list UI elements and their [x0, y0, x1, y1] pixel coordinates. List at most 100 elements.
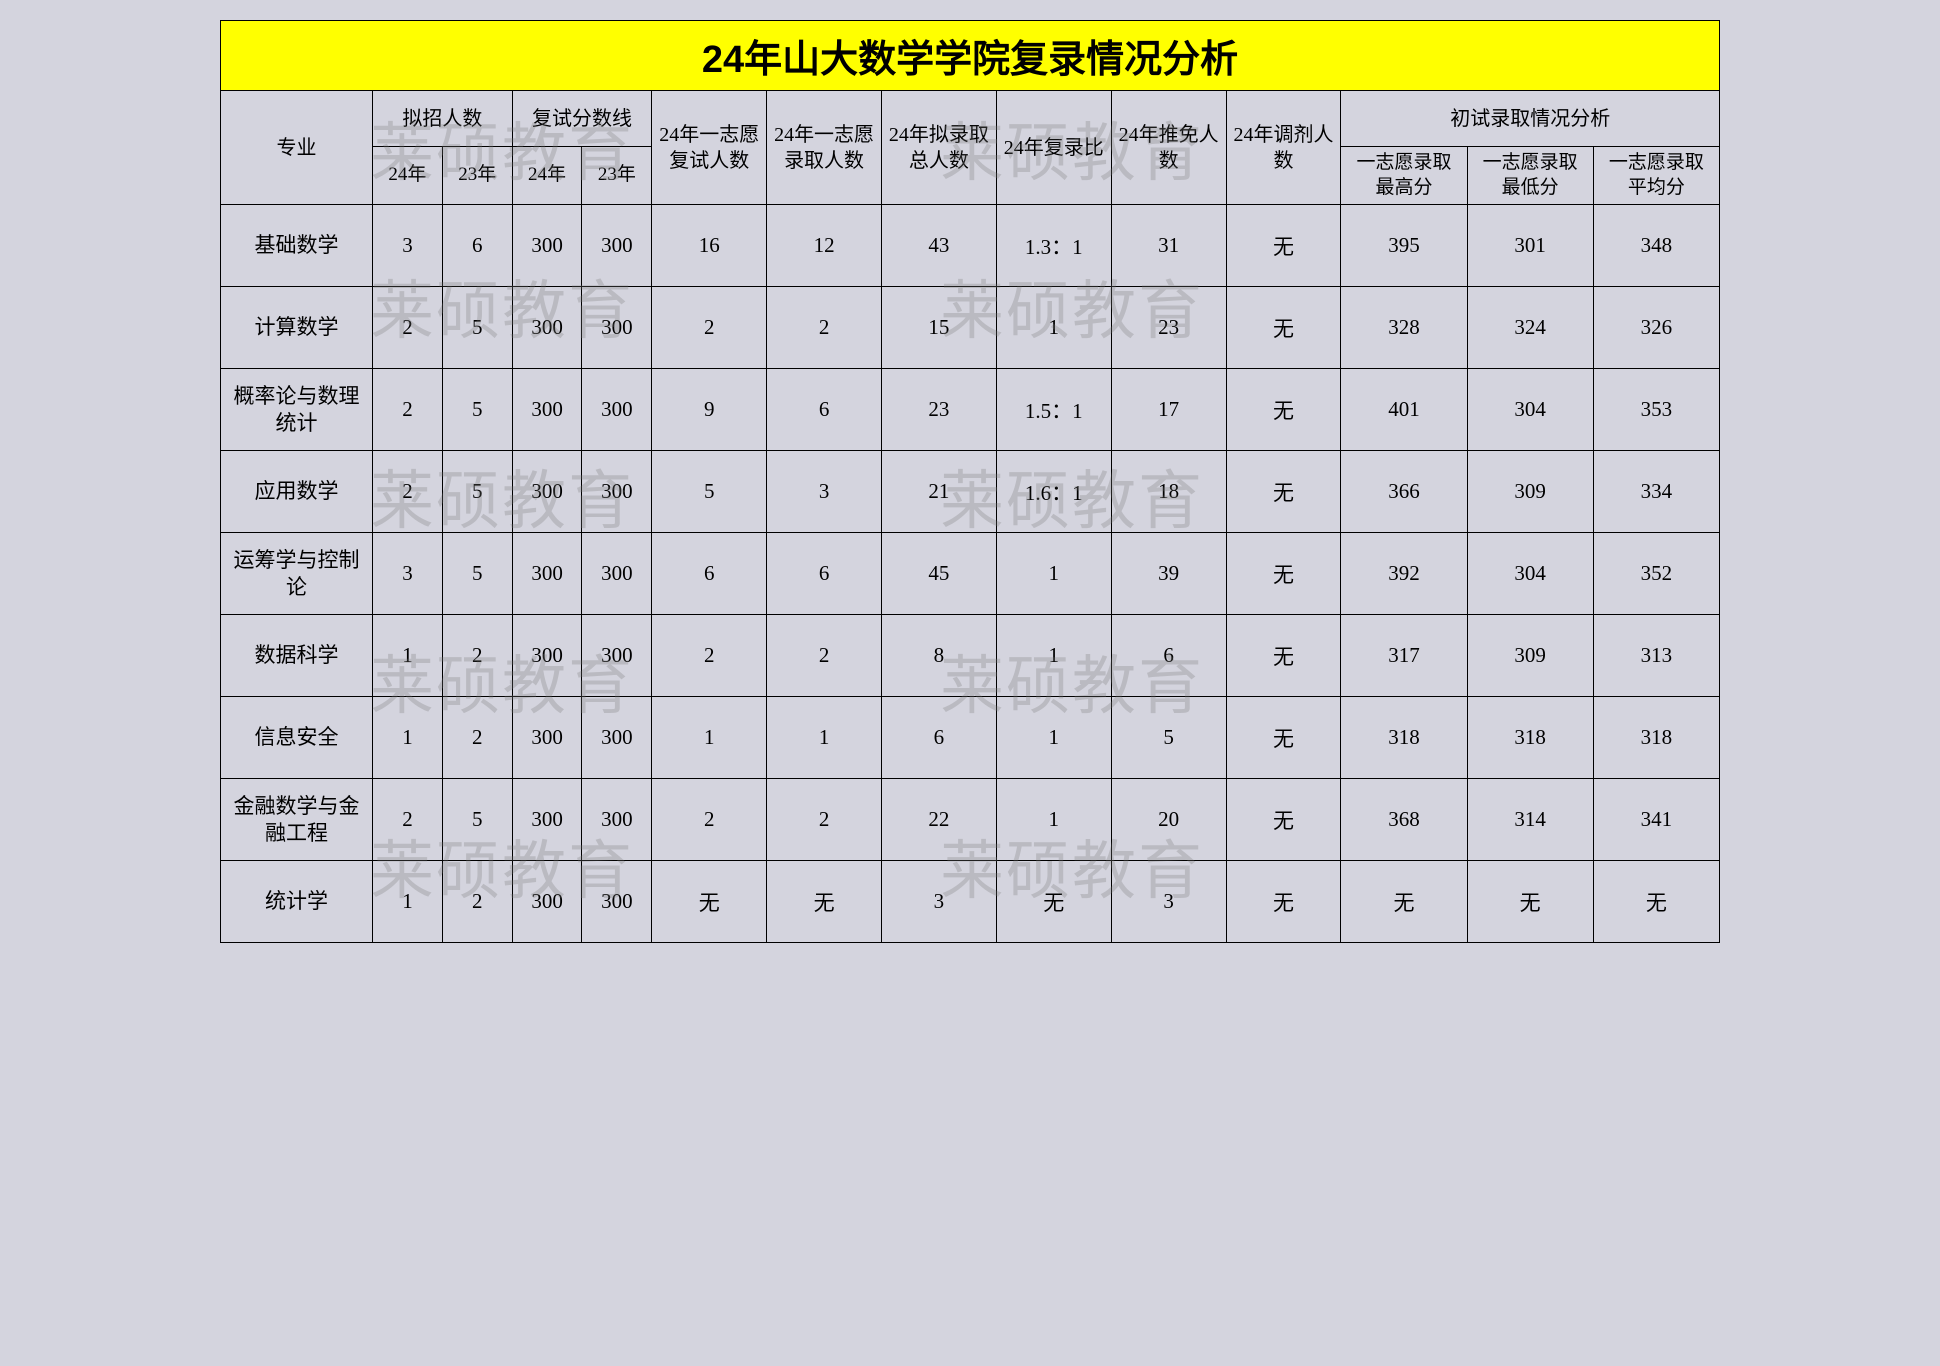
- cell-retest: 2: [652, 287, 767, 369]
- cell-max: 401: [1341, 369, 1467, 451]
- cell-p24: 2: [373, 451, 443, 533]
- cell-admit: 3: [767, 451, 882, 533]
- cell-trans: 无: [1226, 451, 1341, 533]
- cell-c24: 300: [512, 779, 582, 861]
- cell-rec: 5: [1111, 697, 1226, 779]
- cell-avg: 313: [1593, 615, 1719, 697]
- cell-c24: 300: [512, 615, 582, 697]
- hdr-major: 专业: [221, 91, 373, 205]
- cell-c23: 300: [582, 451, 652, 533]
- cell-avg: 334: [1593, 451, 1719, 533]
- hdr-recommend: 24年推免人数: [1111, 91, 1226, 205]
- cell-c23: 300: [582, 533, 652, 615]
- cell-major: 信息安全: [221, 697, 373, 779]
- cell-c24: 300: [512, 369, 582, 451]
- table-row: 应用数学2530030053211.6：118无366309334: [221, 451, 1720, 533]
- cell-p24: 2: [373, 369, 443, 451]
- cell-min: 301: [1467, 205, 1593, 287]
- cell-p23: 2: [442, 697, 512, 779]
- cell-avg: 348: [1593, 205, 1719, 287]
- cell-trans: 无: [1226, 369, 1341, 451]
- hdr-min: 一志愿录取 最低分: [1467, 147, 1593, 205]
- cell-p24: 1: [373, 615, 443, 697]
- cell-major: 运筹学与控制论: [221, 533, 373, 615]
- cell-max: 366: [1341, 451, 1467, 533]
- cell-ratio: 1: [996, 287, 1111, 369]
- cell-admit: 2: [767, 615, 882, 697]
- cell-ratio: 1: [996, 615, 1111, 697]
- cell-ratio: 1.6：1: [996, 451, 1111, 533]
- cell-admit: 2: [767, 779, 882, 861]
- cell-c24: 300: [512, 287, 582, 369]
- cell-admit: 无: [767, 861, 882, 943]
- cell-c23: 300: [582, 287, 652, 369]
- table-row: 计算数学253003002215123无328324326: [221, 287, 1720, 369]
- cell-p23: 6: [442, 205, 512, 287]
- cell-c23: 300: [582, 369, 652, 451]
- cell-p23: 5: [442, 369, 512, 451]
- hdr-transfer: 24年调剂人数: [1226, 91, 1341, 205]
- cell-c23: 300: [582, 861, 652, 943]
- cell-trans: 无: [1226, 615, 1341, 697]
- hdr-cutoff: 复试分数线: [512, 91, 652, 147]
- cell-max: 318: [1341, 697, 1467, 779]
- cell-major: 概率论与数理统计: [221, 369, 373, 451]
- cell-min: 304: [1467, 533, 1593, 615]
- cell-min: 324: [1467, 287, 1593, 369]
- cell-trans: 无: [1226, 205, 1341, 287]
- cell-trans: 无: [1226, 287, 1341, 369]
- cell-admit: 12: [767, 205, 882, 287]
- cell-avg: 318: [1593, 697, 1719, 779]
- hdr-plan-23: 23年: [442, 147, 512, 205]
- cell-c23: 300: [582, 779, 652, 861]
- cell-max: 395: [1341, 205, 1467, 287]
- table-container: 莱硕教育莱硕教育莱硕教育莱硕教育莱硕教育莱硕教育莱硕教育莱硕教育莱硕教育莱硕教育…: [220, 20, 1720, 943]
- hdr-total: 24年拟录取总人数: [882, 91, 997, 205]
- cell-p23: 5: [442, 533, 512, 615]
- cell-ratio: 无: [996, 861, 1111, 943]
- cell-rec: 17: [1111, 369, 1226, 451]
- cell-p23: 2: [442, 615, 512, 697]
- cell-c24: 300: [512, 451, 582, 533]
- cell-rec: 23: [1111, 287, 1226, 369]
- cell-p24: 1: [373, 697, 443, 779]
- cell-retest: 16: [652, 205, 767, 287]
- cell-total: 21: [882, 451, 997, 533]
- cell-trans: 无: [1226, 779, 1341, 861]
- cell-trans: 无: [1226, 697, 1341, 779]
- table-row: 数据科学1230030022816无317309313: [221, 615, 1720, 697]
- cell-avg: 352: [1593, 533, 1719, 615]
- cell-rec: 3: [1111, 861, 1226, 943]
- cell-max: 317: [1341, 615, 1467, 697]
- cell-major: 数据科学: [221, 615, 373, 697]
- hdr-ratio: 24年复录比: [996, 91, 1111, 205]
- cell-c23: 300: [582, 697, 652, 779]
- cell-total: 23: [882, 369, 997, 451]
- cell-retest: 6: [652, 533, 767, 615]
- cell-rec: 20: [1111, 779, 1226, 861]
- cell-p23: 5: [442, 451, 512, 533]
- cell-major: 统计学: [221, 861, 373, 943]
- cell-min: 309: [1467, 451, 1593, 533]
- cell-c23: 300: [582, 615, 652, 697]
- cell-p24: 1: [373, 861, 443, 943]
- cell-c24: 300: [512, 861, 582, 943]
- cell-admit: 2: [767, 287, 882, 369]
- table-row: 信息安全1230030011615无318318318: [221, 697, 1720, 779]
- hdr-admit: 24年一志愿录取人数: [767, 91, 882, 205]
- cell-retest: 2: [652, 615, 767, 697]
- cell-rec: 39: [1111, 533, 1226, 615]
- cell-total: 3: [882, 861, 997, 943]
- cell-c24: 300: [512, 697, 582, 779]
- cell-max: 392: [1341, 533, 1467, 615]
- cell-total: 22: [882, 779, 997, 861]
- table-row: 金融数学与金融工程253003002222120无368314341: [221, 779, 1720, 861]
- hdr-plan: 拟招人数: [373, 91, 513, 147]
- hdr-retest: 24年一志愿复试人数: [652, 91, 767, 205]
- cell-avg: 353: [1593, 369, 1719, 451]
- cell-admit: 6: [767, 533, 882, 615]
- cell-c24: 300: [512, 205, 582, 287]
- cell-total: 8: [882, 615, 997, 697]
- cell-major: 基础数学: [221, 205, 373, 287]
- cell-max: 368: [1341, 779, 1467, 861]
